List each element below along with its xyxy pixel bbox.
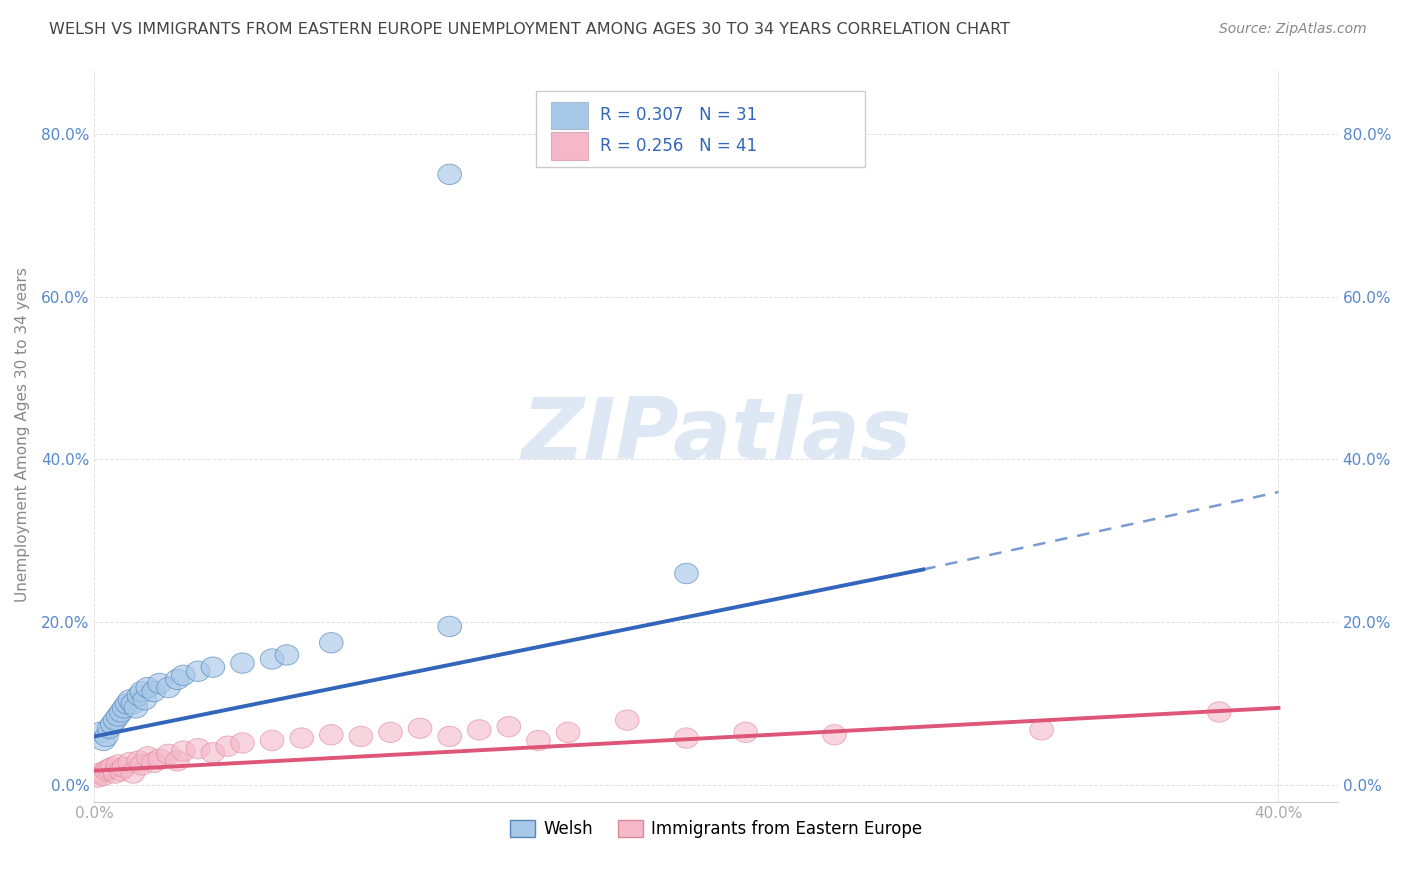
Ellipse shape [172, 741, 195, 761]
Ellipse shape [142, 681, 166, 702]
Ellipse shape [94, 761, 118, 780]
Ellipse shape [118, 690, 142, 710]
Ellipse shape [127, 686, 150, 706]
Ellipse shape [166, 669, 190, 690]
Ellipse shape [527, 731, 550, 751]
Ellipse shape [107, 755, 129, 775]
Legend: Welsh, Immigrants from Eastern Europe: Welsh, Immigrants from Eastern Europe [503, 813, 929, 845]
Ellipse shape [129, 755, 153, 775]
Ellipse shape [91, 765, 115, 786]
Ellipse shape [118, 752, 142, 772]
FancyBboxPatch shape [536, 90, 865, 168]
Ellipse shape [276, 645, 298, 665]
Ellipse shape [166, 751, 190, 771]
Ellipse shape [110, 761, 134, 780]
Text: Source: ZipAtlas.com: Source: ZipAtlas.com [1219, 22, 1367, 37]
Ellipse shape [127, 751, 150, 771]
Ellipse shape [260, 731, 284, 751]
Ellipse shape [231, 653, 254, 673]
Ellipse shape [100, 714, 124, 734]
Ellipse shape [121, 763, 145, 783]
Ellipse shape [186, 739, 209, 759]
Ellipse shape [172, 665, 195, 686]
Ellipse shape [616, 710, 640, 731]
Ellipse shape [156, 744, 180, 764]
Ellipse shape [156, 677, 180, 698]
Ellipse shape [260, 648, 284, 669]
Ellipse shape [100, 757, 124, 778]
Ellipse shape [186, 661, 209, 681]
Ellipse shape [1208, 702, 1232, 723]
Ellipse shape [675, 564, 699, 583]
Ellipse shape [349, 726, 373, 747]
Ellipse shape [437, 616, 461, 637]
Ellipse shape [91, 731, 115, 751]
Y-axis label: Unemployment Among Ages 30 to 34 years: Unemployment Among Ages 30 to 34 years [15, 268, 30, 602]
Ellipse shape [201, 742, 225, 763]
Ellipse shape [1029, 720, 1053, 740]
Ellipse shape [408, 718, 432, 739]
Text: ZIPatlas: ZIPatlas [522, 393, 911, 476]
Ellipse shape [231, 732, 254, 753]
Ellipse shape [94, 726, 118, 747]
Ellipse shape [319, 632, 343, 653]
Ellipse shape [823, 724, 846, 745]
Ellipse shape [104, 710, 127, 731]
Ellipse shape [319, 724, 343, 745]
Ellipse shape [110, 702, 134, 723]
Ellipse shape [142, 752, 166, 772]
Ellipse shape [467, 720, 491, 740]
Ellipse shape [378, 723, 402, 742]
Ellipse shape [148, 749, 172, 770]
Ellipse shape [112, 757, 136, 778]
Ellipse shape [734, 723, 758, 742]
Ellipse shape [498, 716, 520, 737]
Text: R = 0.307   N = 31: R = 0.307 N = 31 [600, 106, 758, 125]
Ellipse shape [148, 673, 172, 694]
FancyBboxPatch shape [551, 102, 588, 129]
Ellipse shape [129, 681, 153, 702]
Ellipse shape [107, 706, 129, 726]
Ellipse shape [89, 763, 112, 783]
Text: R = 0.256   N = 41: R = 0.256 N = 41 [600, 137, 758, 155]
Ellipse shape [112, 698, 136, 718]
Ellipse shape [121, 694, 145, 714]
Ellipse shape [89, 723, 112, 742]
FancyBboxPatch shape [551, 132, 588, 161]
Text: WELSH VS IMMIGRANTS FROM EASTERN EUROPE UNEMPLOYMENT AMONG AGES 30 TO 34 YEARS C: WELSH VS IMMIGRANTS FROM EASTERN EUROPE … [49, 22, 1010, 37]
Ellipse shape [136, 677, 160, 698]
Ellipse shape [134, 690, 156, 710]
Ellipse shape [217, 736, 239, 756]
Ellipse shape [124, 698, 148, 718]
Ellipse shape [136, 747, 160, 767]
Ellipse shape [437, 164, 461, 185]
Ellipse shape [290, 728, 314, 748]
Ellipse shape [201, 657, 225, 677]
Ellipse shape [97, 759, 121, 780]
Ellipse shape [104, 763, 127, 783]
Ellipse shape [675, 728, 699, 748]
Ellipse shape [115, 694, 139, 714]
Ellipse shape [97, 718, 121, 739]
Ellipse shape [557, 723, 579, 742]
Ellipse shape [86, 767, 110, 788]
Ellipse shape [437, 726, 461, 747]
